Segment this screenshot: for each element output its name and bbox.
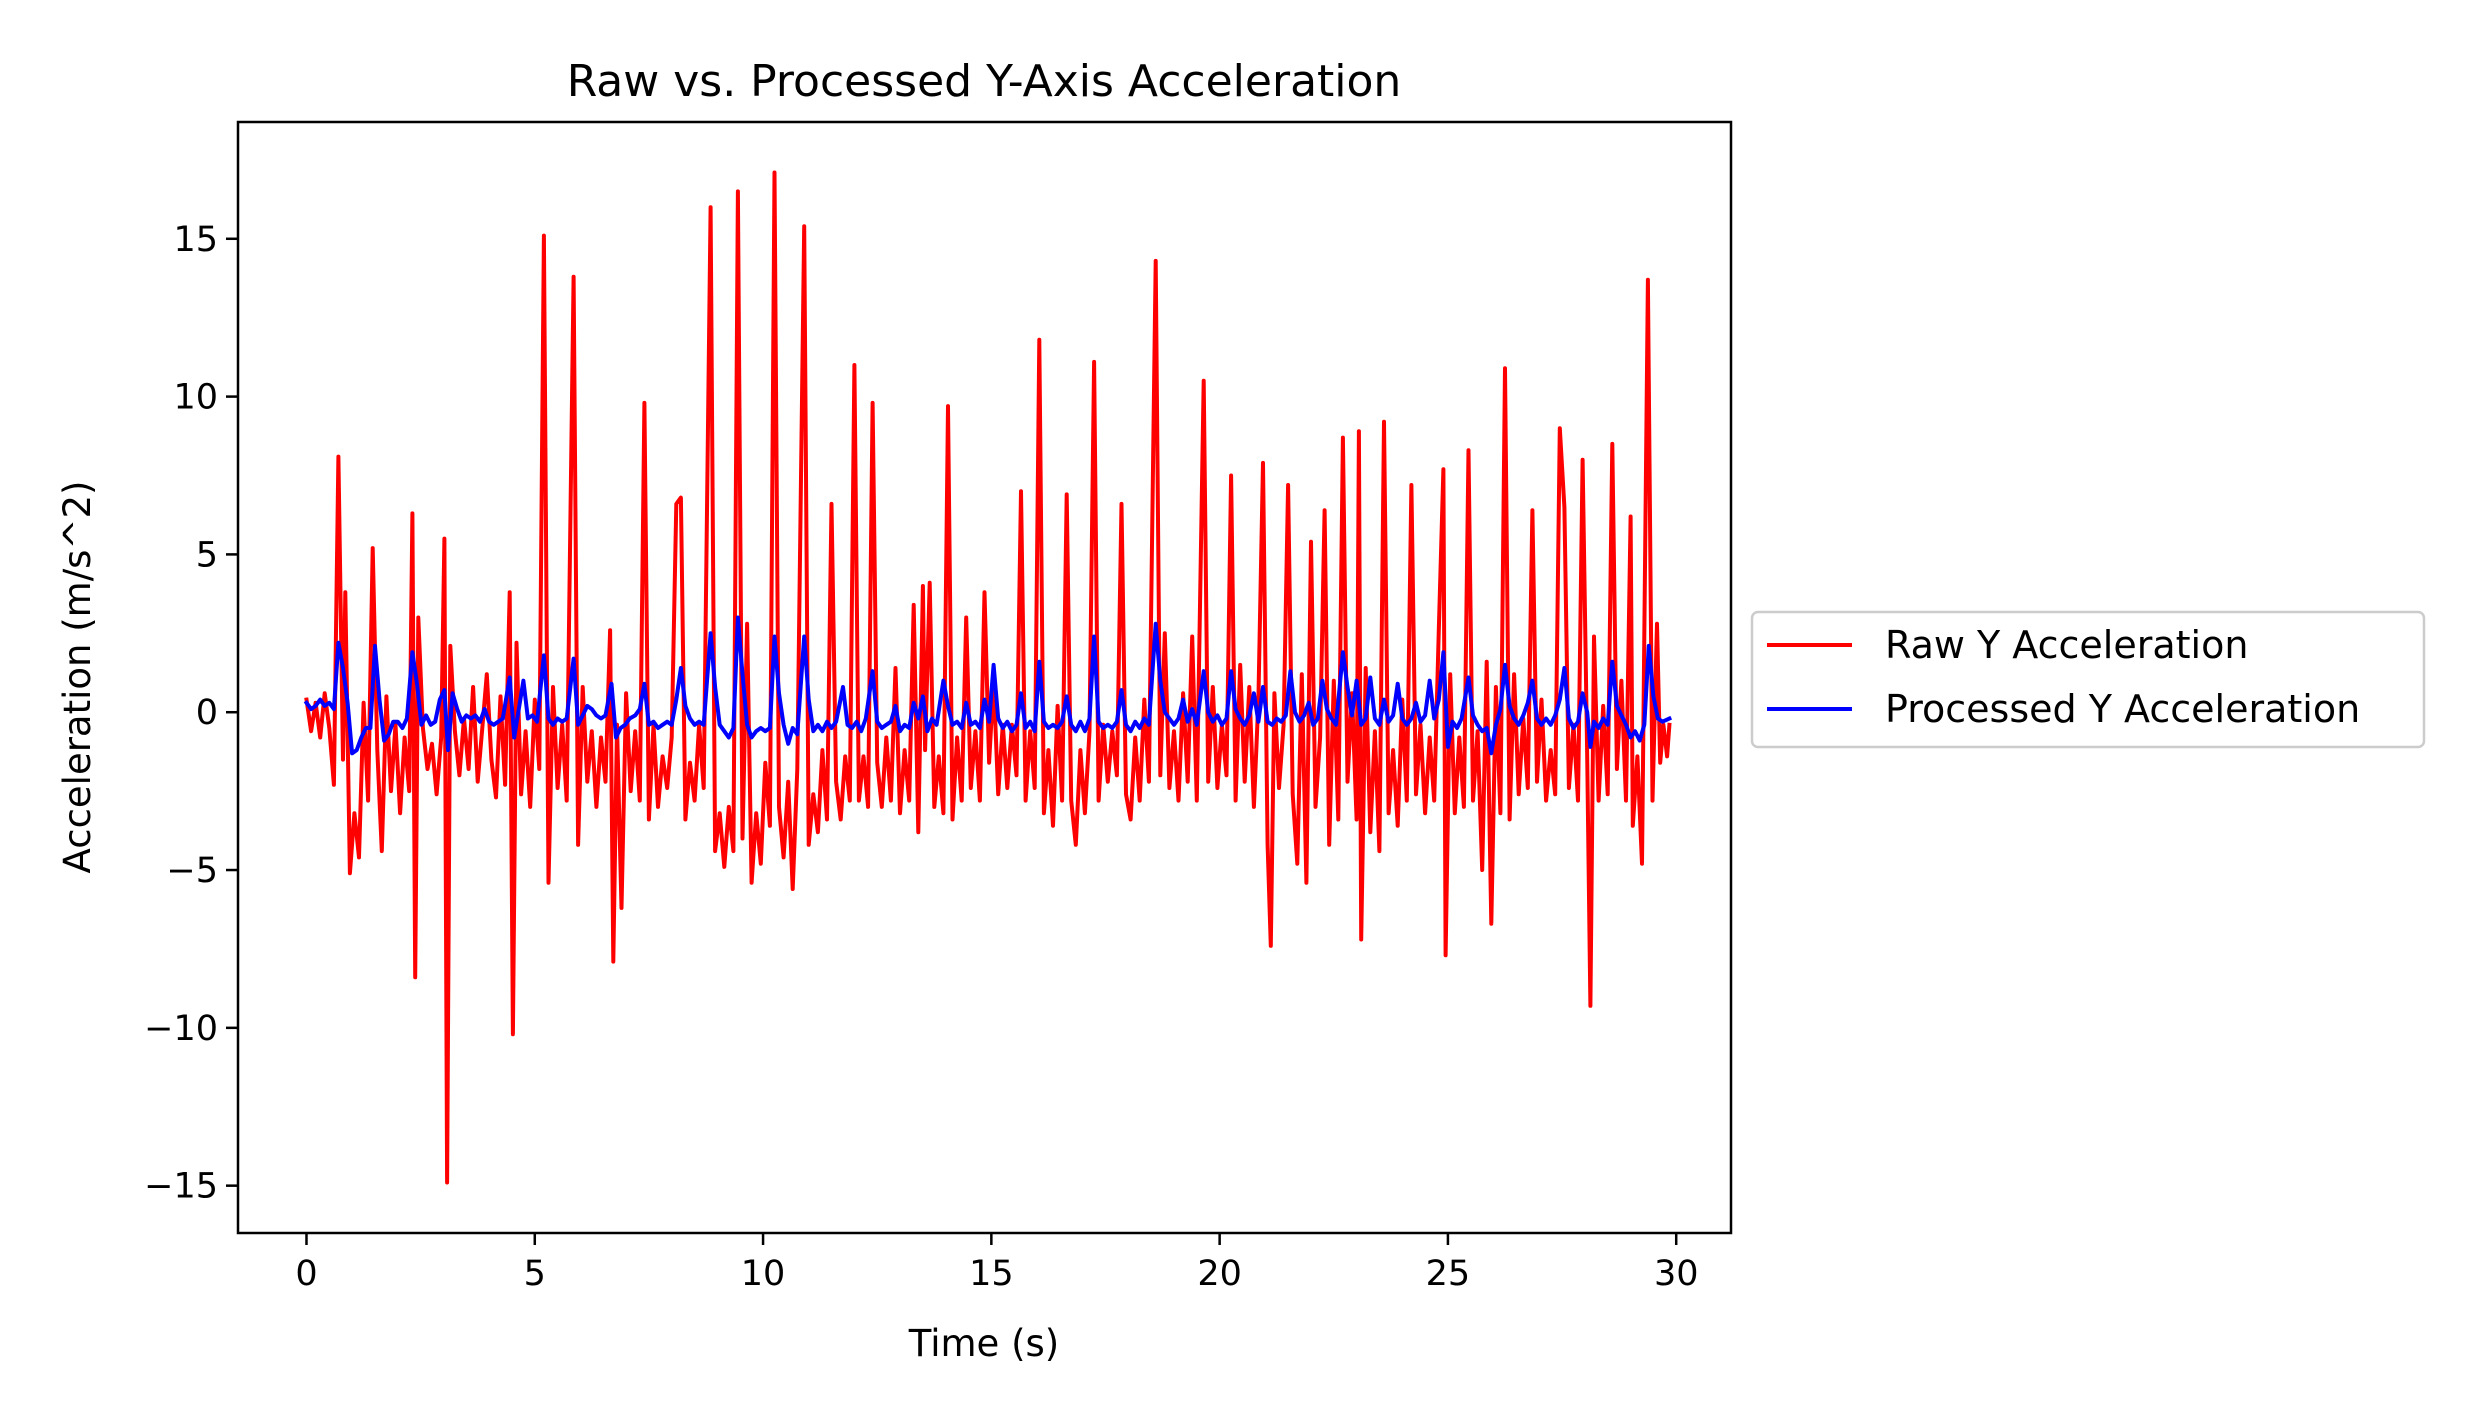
plot-area — [236, 120, 1733, 1235]
plot-frame — [236, 120, 1733, 1235]
x-tick-label: 25 — [1426, 1254, 1471, 1294]
x-axis-label: Time (s) — [908, 1322, 1059, 1365]
x-axis: 0 5 10 15 20 25 30 — [295, 1233, 1698, 1294]
y-tick-label: −5 — [166, 851, 218, 891]
y-tick-label: 10 — [173, 378, 218, 418]
y-axis-label: Acceleration (m/s^2) — [56, 481, 99, 874]
x-tick-label: 30 — [1654, 1254, 1699, 1294]
series-line-processed — [303, 615, 1673, 756]
series-line-raw — [304, 170, 1672, 1185]
y-tick-label: −15 — [144, 1167, 218, 1207]
y-tick-label: −10 — [144, 1009, 218, 1049]
x-tick-label: 0 — [295, 1254, 317, 1294]
chart-title: Raw vs. Processed Y-Axis Acceleration — [567, 56, 1402, 107]
x-tick-label: 5 — [524, 1254, 546, 1294]
legend: Raw Y Acceleration Processed Y Accelerat… — [1750, 610, 2426, 749]
x-tick-label: 15 — [969, 1254, 1014, 1294]
legend-label-raw: Raw Y Acceleration — [1885, 623, 2248, 667]
y-axis: −15 −10 −5 0 5 10 15 — [144, 220, 238, 1207]
y-tick-label: 5 — [196, 535, 218, 575]
y-tick-label: 0 — [196, 693, 218, 733]
legend-label-processed: Processed Y Acceleration — [1885, 687, 2360, 731]
x-tick-label: 10 — [741, 1254, 786, 1294]
series-layer — [303, 170, 1673, 1185]
y-tick-label: 15 — [173, 220, 218, 260]
x-tick-label: 20 — [1197, 1254, 1242, 1294]
legend-box — [1750, 610, 2426, 749]
